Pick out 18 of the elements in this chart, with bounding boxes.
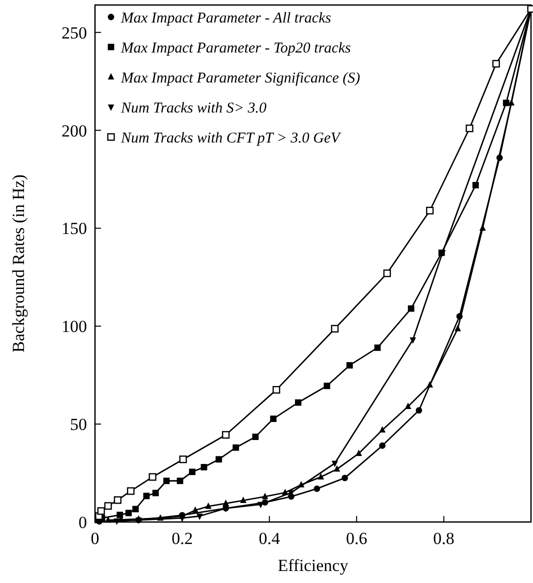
- y-axis-title: Background Rates (in Hz): [9, 174, 28, 352]
- x-axis-title: Efficiency: [278, 556, 349, 575]
- y-tick-label: 250: [62, 23, 87, 42]
- legend-label: Max Impact Parameter - Top20 tracks: [120, 40, 351, 56]
- y-tick-label: 100: [62, 317, 87, 336]
- y-tick-label: 200: [62, 121, 87, 140]
- x-tick-label: 0.2: [172, 529, 193, 548]
- x-tick-label: 0.6: [346, 529, 368, 548]
- legend-label: Max Impact Parameter - All tracks: [120, 10, 332, 26]
- legend-label: Num Tracks with S> 3.0: [120, 100, 268, 116]
- legend-label: Max Impact Parameter Significance (S): [120, 70, 360, 86]
- x-tick-label: 0.4: [258, 529, 281, 548]
- y-tick-label: 0: [78, 512, 87, 532]
- x-tick-label: 0: [90, 529, 100, 548]
- legend-label: Num Tracks with CFT pT > 3.0 GeV: [120, 130, 342, 146]
- x-tick-label: 0.8: [433, 529, 454, 548]
- y-tick-label: 50: [70, 415, 87, 434]
- y-tick-label: 150: [62, 219, 87, 238]
